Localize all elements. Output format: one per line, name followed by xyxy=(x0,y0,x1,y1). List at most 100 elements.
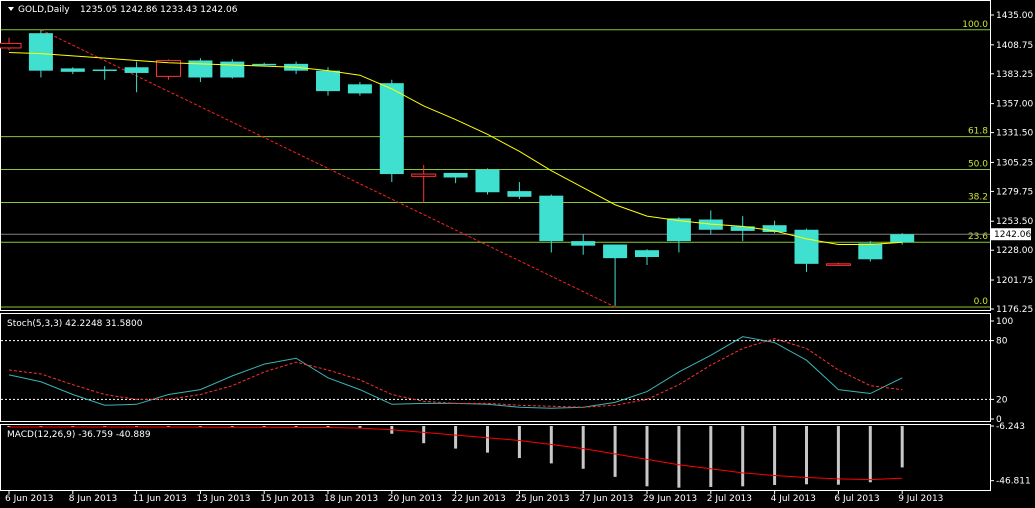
macd-histogram-bar xyxy=(868,426,872,483)
macd-histogram-bar xyxy=(773,426,777,485)
candle-body-bull xyxy=(220,61,245,78)
candle-body-bear xyxy=(0,42,22,49)
candle-body-bull xyxy=(60,68,85,72)
x-axis-label: 22 Jun 2013 xyxy=(452,494,506,504)
macd-histogram-bar xyxy=(7,426,11,428)
macd-histogram-bar xyxy=(326,426,330,428)
x-axis-label: 6 Jun 2013 xyxy=(5,494,53,504)
price-axis-label: 1176.25 xyxy=(996,305,1033,315)
stoch-axis-label: 80 xyxy=(996,337,1008,347)
candle-body-bull xyxy=(730,226,755,231)
macd-histogram-bar xyxy=(645,426,649,487)
x-axis-label: 27 Jun 2013 xyxy=(579,494,633,504)
macd-histogram-bar xyxy=(39,426,43,428)
macd-histogram-bar xyxy=(741,426,745,487)
fib-level-label: 100.0 xyxy=(962,20,988,30)
candle-body-bull xyxy=(188,60,213,78)
candle-body-bull xyxy=(252,63,277,66)
macd-histogram-bar xyxy=(454,426,458,449)
x-axis-label: 20 Jun 2013 xyxy=(388,494,442,504)
x-axis-label: 13 Jun 2013 xyxy=(196,494,250,504)
x-axis-label: 4 Jul 2013 xyxy=(771,494,816,504)
stoch-signal-line xyxy=(8,338,903,408)
price-panel: 1435.00 1408.75 1383.25 1357.00 1331.50 1305.… xyxy=(0,11,1033,315)
price-axis-label: 1305.25 xyxy=(996,158,1033,168)
candle-body-bull xyxy=(571,241,596,246)
candle-body-bull xyxy=(379,83,404,175)
macd-histogram-bar xyxy=(198,426,202,428)
candle-body-bull xyxy=(603,244,628,259)
fib-level-label: 0.0 xyxy=(974,297,989,307)
macd-histogram-bar xyxy=(103,426,107,428)
macd-title: MACD(12,26,9) -36.759 -40.889 xyxy=(7,430,151,440)
macd-histogram-bar xyxy=(517,426,521,459)
ohlc-readout: 1235.05 1242.86 1233.43 1242.06 xyxy=(80,5,238,15)
price-axis-label: 1253.50 xyxy=(996,217,1033,227)
stoch-panel-frame xyxy=(0,313,991,422)
x-axis-label: 6 Jul 2013 xyxy=(834,494,879,504)
macd-histogram-bar xyxy=(709,426,713,487)
x-axis: 6 Jun 2013 8 Jun 2013 11 Jun 2013 13 Jun 20… xyxy=(5,490,943,504)
candle-body-bull xyxy=(635,250,659,258)
price-axis-label: 1383.25 xyxy=(996,70,1033,80)
candle-body-bull xyxy=(347,84,372,94)
candle-body-bull xyxy=(316,70,340,92)
stoch-main-line xyxy=(8,336,903,409)
macd-histogram-bar xyxy=(805,426,808,485)
candle-body-bull xyxy=(794,229,819,264)
x-axis-label: 18 Jun 2013 xyxy=(324,494,378,504)
macd-histogram-bar xyxy=(581,426,585,469)
main-panel-frame xyxy=(0,0,991,311)
x-axis-label: 11 Jun 2013 xyxy=(133,494,187,504)
candle-body-bull xyxy=(92,69,117,72)
macd-histogram-bar xyxy=(900,426,904,468)
candle-body-bear xyxy=(411,173,437,177)
candle-body-bull xyxy=(698,219,723,230)
macd-histogram-bar xyxy=(422,426,426,444)
current-price-tag xyxy=(991,228,1031,241)
candle-body-bull xyxy=(28,33,53,71)
macd-histogram-bar xyxy=(677,426,681,488)
candle-body-bull xyxy=(890,234,915,243)
price-axis-label: 1201.75 xyxy=(996,276,1033,286)
macd-histogram-bar xyxy=(294,426,298,428)
candle-body-bull xyxy=(443,172,468,178)
fib-level-label: 50.0 xyxy=(968,160,988,170)
stochastic-panel: 100 80 20 0 xyxy=(1,317,1013,425)
x-axis-label: 9 Jul 2013 xyxy=(898,494,943,504)
candle-body-bull xyxy=(124,67,149,73)
price-axis-label: 1331.50 xyxy=(996,129,1033,139)
moving-average-line xyxy=(8,51,903,246)
candle-body-bear xyxy=(825,263,851,266)
macd-signal-line xyxy=(9,426,903,481)
stoch-axis-label: 20 xyxy=(996,395,1008,405)
x-axis-label: 29 Jun 2013 xyxy=(643,494,697,504)
price-axis-label: 1408.75 xyxy=(996,41,1033,51)
price-axis-label: 1435.00 xyxy=(996,11,1033,21)
macd-histogram-bar xyxy=(486,426,489,453)
candle-body-bull xyxy=(666,218,691,242)
x-axis-label: 8 Jun 2013 xyxy=(69,494,117,504)
candle-body-bull xyxy=(539,195,564,242)
macd-panel-frame xyxy=(0,424,991,491)
macd-axis-label: -6.243 xyxy=(996,422,1025,432)
macd-histogram-bar xyxy=(836,426,840,485)
candle-body-bear xyxy=(156,59,181,77)
x-axis-label: 25 Jun 2013 xyxy=(515,494,569,504)
macd-histogram-bar xyxy=(262,426,266,428)
fib-level-label: 38.2 xyxy=(968,192,988,202)
candle-body-bull xyxy=(475,169,500,193)
symbol-dropdown-icon[interactable] xyxy=(8,7,14,11)
fib-level-label: 61.8 xyxy=(968,127,988,137)
macd-histogram-bar xyxy=(613,426,617,477)
macd-histogram-bar xyxy=(358,426,362,429)
stoch-axis-label: 100 xyxy=(996,317,1013,327)
macd-histogram-bar xyxy=(230,426,234,428)
x-axis-label: 2 Jul 2013 xyxy=(707,494,752,504)
x-axis-label: 15 Jun 2013 xyxy=(260,494,314,504)
stoch-axis-label: 0 xyxy=(996,415,1002,425)
macd-panel: -6.243 -46.811 xyxy=(7,422,1031,488)
current-price-tag-label: 1242.06 xyxy=(994,230,1031,240)
candle-body-bull xyxy=(507,191,532,197)
